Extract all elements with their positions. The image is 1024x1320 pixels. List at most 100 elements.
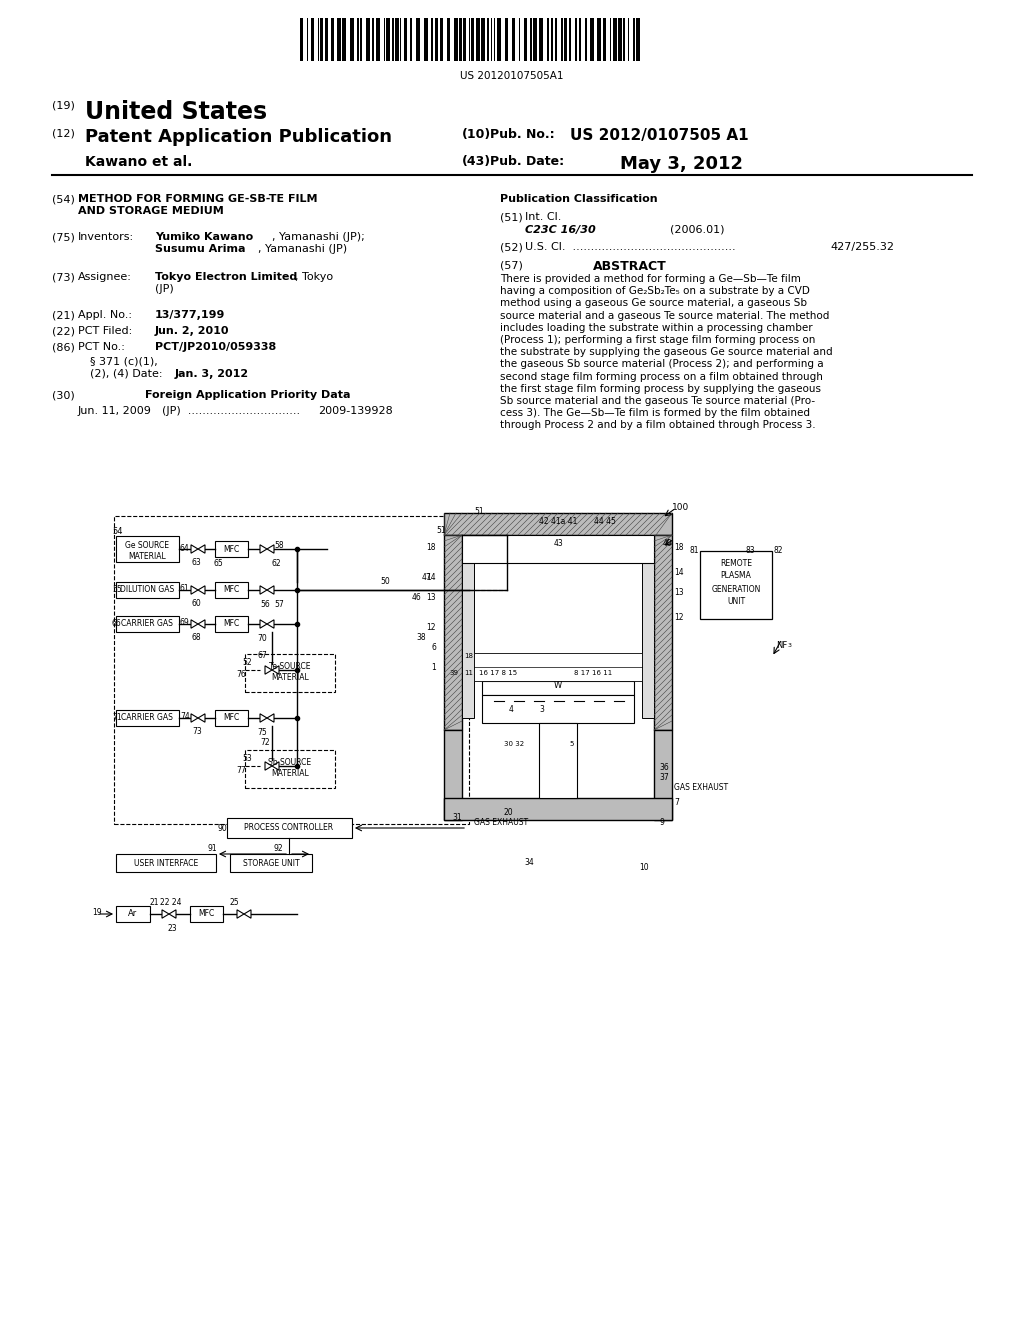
Text: DILUTION GAS: DILUTION GAS [120, 586, 174, 594]
Text: 14: 14 [426, 573, 436, 582]
Text: (JP): (JP) [155, 284, 174, 294]
Text: 46: 46 [412, 593, 422, 602]
Text: 14: 14 [674, 568, 684, 577]
Bar [114, 516, 469, 824]
Text: 81: 81 [690, 546, 699, 554]
Text: W: W [554, 681, 562, 689]
Bar [416, 18, 420, 61]
Text: the substrate by supplying the gaseous Ge source material and: the substrate by supplying the gaseous G… [500, 347, 833, 358]
Text: 19: 19 [92, 908, 101, 917]
Text: (75): (75) [52, 232, 75, 242]
Bar [325, 18, 328, 61]
Text: 12: 12 [674, 612, 683, 622]
Bar [618, 18, 622, 61]
Text: 47: 47 [422, 573, 432, 582]
Bar [215, 541, 248, 557]
Polygon shape [260, 586, 267, 594]
Text: CARRIER GAS: CARRIER GAS [121, 714, 173, 722]
Polygon shape [260, 620, 267, 628]
Bar [392, 18, 394, 61]
Text: 22 24: 22 24 [160, 898, 181, 907]
Polygon shape [267, 545, 274, 553]
Bar [700, 550, 772, 619]
Bar [444, 799, 672, 820]
Text: the gaseous Sb source material (Process 2); and performing a: the gaseous Sb source material (Process … [500, 359, 823, 370]
Text: 42 41a 41: 42 41a 41 [539, 517, 578, 525]
Polygon shape [162, 909, 169, 919]
Text: (12): (12) [52, 128, 75, 139]
Text: CARRIER GAS: CARRIER GAS [121, 619, 173, 628]
Text: having a composition of Ge₂Sb₂Te₅ on a substrate by a CVD: having a composition of Ge₂Sb₂Te₅ on a s… [500, 286, 810, 296]
Text: MFC: MFC [223, 544, 240, 553]
Text: 25: 25 [230, 898, 240, 907]
Bar [424, 18, 428, 61]
Text: PLASMA: PLASMA [721, 572, 752, 581]
Bar [530, 18, 532, 61]
Text: 8 17 16 11: 8 17 16 11 [574, 671, 612, 676]
Polygon shape [191, 620, 198, 628]
Text: Ge SOURCE: Ge SOURCE [125, 541, 169, 550]
Bar [474, 653, 642, 681]
Text: GENERATION: GENERATION [712, 585, 761, 594]
Bar [435, 18, 438, 61]
Bar [337, 18, 341, 61]
Bar [585, 18, 587, 61]
Bar [482, 696, 634, 723]
Bar [590, 18, 594, 61]
Text: 83: 83 [746, 546, 756, 554]
Text: 39: 39 [449, 671, 458, 676]
Bar [636, 18, 640, 61]
Text: 7: 7 [674, 799, 679, 807]
Text: 63: 63 [193, 558, 202, 568]
Text: MFC: MFC [198, 909, 214, 919]
Polygon shape [260, 714, 267, 722]
Text: the first stage film forming process by supplying the gaseous: the first stage film forming process by … [500, 384, 821, 393]
Bar [386, 18, 390, 61]
Bar [440, 18, 443, 61]
Bar [366, 18, 370, 61]
Text: 4: 4 [509, 705, 514, 714]
Bar [505, 18, 508, 61]
Bar [497, 18, 501, 61]
Text: 43: 43 [553, 539, 563, 548]
Bar [654, 535, 672, 730]
Text: 37: 37 [659, 774, 669, 781]
Bar [444, 513, 672, 535]
Text: 36: 36 [659, 763, 669, 772]
Text: (2), (4) Date:: (2), (4) Date: [90, 370, 163, 379]
Text: 62: 62 [272, 558, 282, 568]
Bar [555, 18, 557, 61]
Polygon shape [198, 620, 205, 628]
Text: 40: 40 [663, 539, 673, 548]
Text: (86): (86) [52, 342, 75, 352]
Text: (21): (21) [52, 310, 75, 319]
Text: 23: 23 [167, 924, 176, 933]
Text: source material and a gaseous Te source material. The method: source material and a gaseous Te source … [500, 310, 829, 321]
Bar [190, 906, 223, 921]
Text: MFC: MFC [223, 714, 240, 722]
Bar [215, 616, 248, 632]
Polygon shape [265, 665, 272, 675]
Bar [404, 18, 407, 61]
Text: 6: 6 [431, 643, 436, 652]
Text: 18: 18 [427, 543, 436, 552]
Text: Ar: Ar [128, 909, 137, 919]
Text: Int. Cl.: Int. Cl. [525, 213, 561, 222]
Bar [476, 18, 480, 61]
Bar [230, 854, 312, 873]
Bar [597, 18, 601, 61]
Text: 53: 53 [242, 754, 252, 763]
Text: Te SOURCE: Te SOURCE [269, 663, 310, 671]
Text: Yumiko Kawano: Yumiko Kawano [155, 232, 253, 242]
Text: (Process 1); performing a first stage film forming process on: (Process 1); performing a first stage fi… [500, 335, 815, 345]
Text: 74: 74 [180, 711, 189, 721]
Text: Inventors:: Inventors: [78, 232, 134, 242]
Text: 427/255.32: 427/255.32 [830, 242, 894, 252]
Bar [350, 18, 354, 61]
Text: (52): (52) [500, 242, 523, 252]
Text: United States: United States [85, 100, 267, 124]
Bar [547, 18, 549, 61]
Bar [376, 18, 380, 61]
Bar [539, 723, 577, 799]
Bar [633, 18, 635, 61]
